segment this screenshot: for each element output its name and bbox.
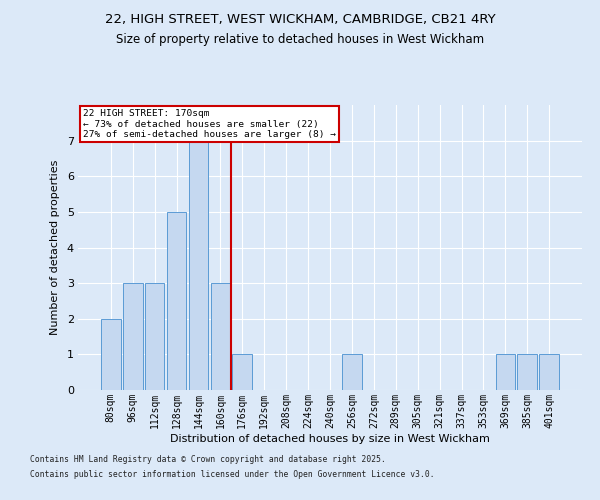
- Bar: [517, 354, 537, 390]
- Y-axis label: Number of detached properties: Number of detached properties: [50, 160, 60, 335]
- Text: Size of property relative to detached houses in West Wickham: Size of property relative to detached ho…: [116, 32, 484, 46]
- Text: Contains HM Land Registry data © Crown copyright and database right 2025.: Contains HM Land Registry data © Crown c…: [30, 455, 386, 464]
- Bar: [101, 319, 121, 390]
- Bar: [232, 354, 252, 390]
- Bar: [342, 354, 362, 390]
- Text: 22, HIGH STREET, WEST WICKHAM, CAMBRIDGE, CB21 4RY: 22, HIGH STREET, WEST WICKHAM, CAMBRIDGE…: [104, 12, 496, 26]
- Text: 22 HIGH STREET: 170sqm
← 73% of detached houses are smaller (22)
27% of semi-det: 22 HIGH STREET: 170sqm ← 73% of detached…: [83, 110, 336, 139]
- Bar: [167, 212, 187, 390]
- Bar: [539, 354, 559, 390]
- X-axis label: Distribution of detached houses by size in West Wickham: Distribution of detached houses by size …: [170, 434, 490, 444]
- Bar: [496, 354, 515, 390]
- Bar: [188, 140, 208, 390]
- Bar: [123, 283, 143, 390]
- Bar: [145, 283, 164, 390]
- Bar: [211, 283, 230, 390]
- Text: Contains public sector information licensed under the Open Government Licence v3: Contains public sector information licen…: [30, 470, 434, 479]
